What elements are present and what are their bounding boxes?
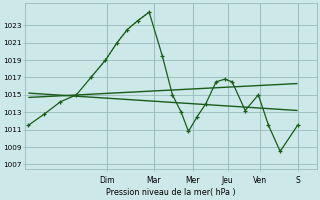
X-axis label: Pression niveau de la mer( hPa ): Pression niveau de la mer( hPa ) bbox=[106, 188, 236, 197]
